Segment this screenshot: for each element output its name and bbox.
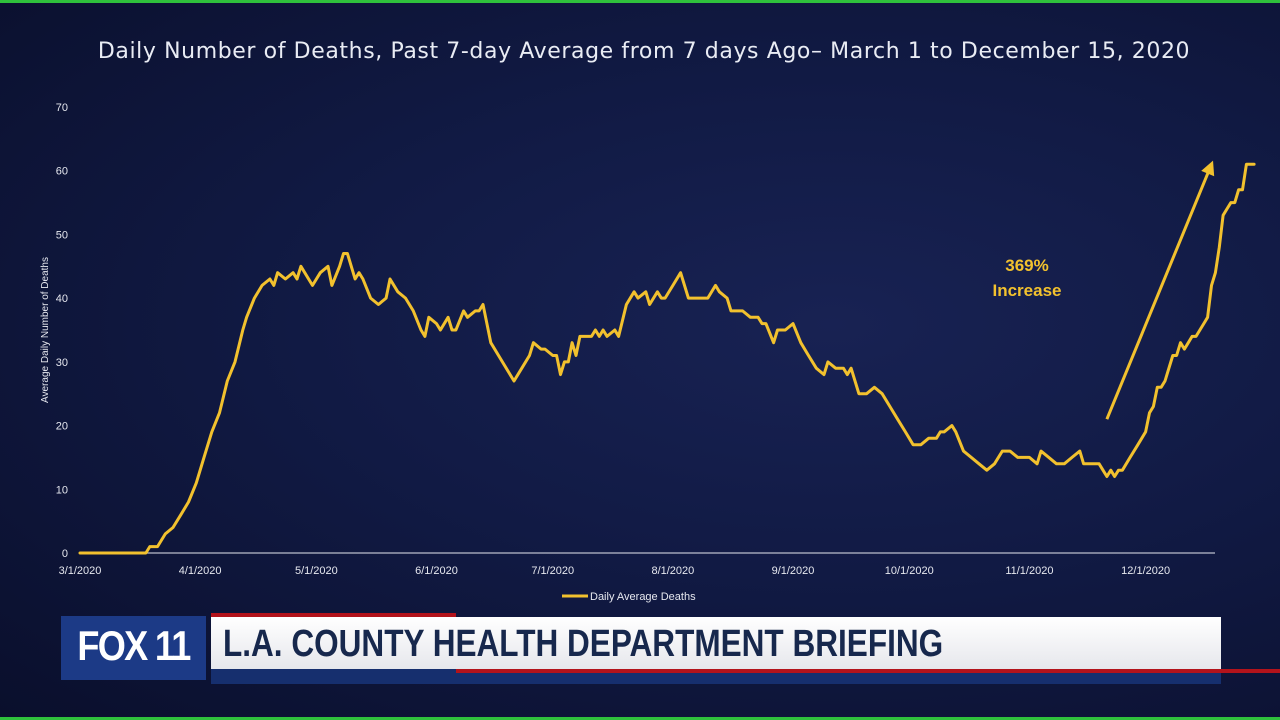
annotation-text: 369% (1005, 256, 1048, 275)
y-tick-label: 70 (56, 102, 68, 114)
headline-bar: L.A. COUNTY HEALTH DEPARTMENT BRIEFING (211, 617, 1221, 669)
y-tick-label: 60 (56, 166, 68, 178)
station-logo-text: FOX 11 (77, 622, 191, 669)
x-tick-label: 9/1/2020 (772, 565, 815, 577)
station-logo: FOX 11 (61, 616, 206, 680)
x-tick-label: 7/1/2020 (531, 565, 574, 577)
y-tick-label: 50 (56, 229, 68, 241)
y-tick-label: 20 (56, 421, 68, 433)
x-tick-label: 4/1/2020 (179, 565, 222, 577)
line-chart: 0 10 20 30 40 50 60 70 3/1/2020 4/1/2020 5/1/2020 6… (40, 102, 1256, 603)
banner-accent-top (211, 613, 456, 617)
banner-accent-bottom (456, 669, 1280, 673)
x-tick-label: 12/1/2020 (1121, 565, 1170, 577)
legend-label: Daily Average Deaths (590, 591, 696, 603)
lower-third-banner: FOX 11 L.A. COUNTY HEALTH DEPARTMENT BRI… (0, 613, 1280, 689)
x-tick-label: 10/1/2020 (885, 565, 934, 577)
annotation-arrow-head (1201, 160, 1215, 177)
x-tick-label: 11/1/2020 (1005, 565, 1053, 577)
y-tick-label: 10 (56, 484, 68, 496)
series-line (78, 162, 1256, 555)
annotation-arrow-shaft (1105, 163, 1213, 420)
x-tick-label: 8/1/2020 (651, 565, 694, 577)
y-tick-label: 0 (62, 548, 68, 560)
headline-text: L.A. COUNTY HEALTH DEPARTMENT BRIEFING (223, 623, 944, 665)
annotation-text: Increase (993, 281, 1062, 300)
y-tick-label: 30 (56, 357, 68, 369)
x-tick-label: 6/1/2020 (415, 565, 458, 577)
y-axis-title: Average Daily Number of Deaths (40, 257, 51, 403)
x-tick-label: 3/1/2020 (59, 565, 102, 577)
x-tick-label: 5/1/2020 (295, 565, 338, 577)
y-tick-label: 40 (56, 293, 68, 305)
chart-title: Daily Number of Deaths, Past 7-day Avera… (97, 39, 1191, 64)
